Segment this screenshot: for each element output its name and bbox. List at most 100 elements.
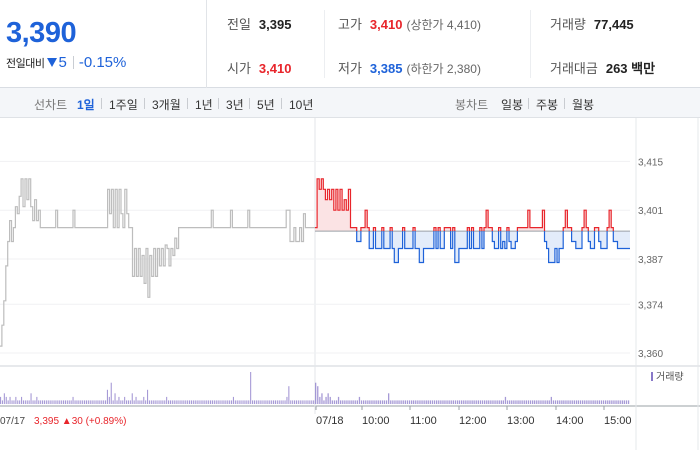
lower-limit: (하한가 2,380) — [406, 62, 481, 76]
volume-bar-prev — [145, 400, 147, 404]
volume-bar-prev — [162, 400, 164, 404]
volume-bar-prev — [17, 400, 19, 404]
volume-bar-prev — [85, 400, 87, 404]
volume-bar-prev — [13, 400, 15, 404]
volume-bar-prev — [294, 400, 296, 404]
volume-bar-prev — [253, 400, 255, 404]
volume-bar-prev — [232, 396, 234, 404]
volume-bar-today — [454, 400, 457, 404]
volume-bar-prev — [34, 400, 36, 404]
volume-bar-prev — [40, 400, 42, 404]
prev-day-summary: 3,395 ▲30 (+0.89%) — [34, 416, 126, 427]
today-area-up — [315, 178, 614, 232]
volume-bar-prev — [175, 400, 177, 404]
volume-bar-today — [331, 400, 333, 404]
y-tick-label: 3,374 — [638, 300, 663, 311]
volume-bar-today — [417, 400, 419, 404]
volume-bar-prev — [154, 400, 156, 404]
volume-bar-today — [559, 400, 561, 404]
toolbar-divider — [249, 98, 250, 109]
volume-bar-today — [450, 400, 452, 404]
volume-bar-today — [421, 400, 423, 404]
volume-bar-today — [532, 400, 534, 404]
volume-bar-today — [360, 400, 363, 404]
candle-daily-tab[interactable]: 일봉 — [501, 98, 524, 112]
volume-bar-prev — [173, 400, 175, 404]
stat-trade-amount: 거래대금 263 백만 — [550, 58, 655, 77]
volume-bar-prev — [64, 400, 66, 404]
volume-bar-today — [548, 400, 550, 404]
volume-bar-today — [588, 400, 590, 404]
volume-bar-prev — [229, 400, 231, 404]
volume-bar-prev — [295, 400, 297, 404]
volume-bar-prev — [112, 400, 114, 404]
candle-weekly-tab[interactable]: 주봉 — [536, 98, 559, 112]
volume-bar-prev — [274, 400, 276, 404]
volume-bar-today — [425, 400, 427, 404]
volume-bar-today — [392, 400, 394, 404]
volume-bar-today — [358, 396, 361, 404]
volume-bar-today — [461, 400, 463, 404]
volume-bar-prev — [9, 396, 11, 404]
volume-bar-prev — [116, 400, 118, 404]
period-1d-tab[interactable]: 1일 — [77, 98, 95, 112]
volume-bar-prev — [106, 389, 108, 404]
stat-low: 저가 3,385 (하한가 2,380) — [338, 58, 481, 77]
volume-bar-today — [369, 400, 371, 404]
volume-bar-today — [590, 400, 592, 404]
volume-bar-today — [390, 400, 392, 404]
volume-bar-prev — [141, 400, 143, 404]
volume-bar-today — [617, 400, 619, 404]
today-area-down — [315, 231, 630, 263]
volume-bar-prev — [87, 400, 89, 404]
volume-bar-today — [367, 400, 369, 404]
stat-label: 고가 — [338, 17, 362, 32]
period-1w-tab[interactable]: 1주일 — [109, 98, 138, 112]
volume-bar-today — [431, 400, 434, 404]
period-3m-tab[interactable]: 3개월 — [152, 98, 181, 112]
volume-bar-prev — [311, 400, 313, 404]
volume-bar-today — [592, 400, 594, 404]
volume-bar-prev — [267, 400, 269, 404]
volume-bar-prev — [127, 400, 129, 404]
volume-bar-today — [467, 400, 469, 404]
volume-bar-prev — [43, 400, 45, 404]
volume-bar-today — [335, 400, 338, 404]
volume-bar-prev — [185, 400, 187, 404]
chart-gridlines — [0, 118, 700, 450]
volume-bar-prev — [126, 400, 128, 404]
volume-bar-prev — [72, 396, 74, 404]
volume-bar-prev — [21, 396, 23, 404]
period-3y-tab[interactable]: 3년 — [226, 98, 244, 112]
volume-bar-prev — [5, 396, 7, 404]
period-5y-tab[interactable]: 5년 — [257, 98, 275, 112]
volume-bar-today — [594, 400, 596, 404]
period-10y-tab[interactable]: 10년 — [289, 98, 314, 112]
volume-bar-prev — [213, 400, 215, 404]
volume-bar-prev — [196, 400, 198, 404]
volume-bar-today — [615, 400, 617, 404]
volume-bar-prev — [164, 400, 166, 404]
volume-bar-prev — [273, 400, 275, 404]
volume-bar-prev — [30, 393, 32, 404]
volume-bar-prev — [135, 396, 137, 404]
volume-bar-today — [348, 400, 350, 404]
volume-legend: 거래량 — [651, 371, 684, 383]
volume-bar-prev — [110, 382, 112, 404]
candle-monthly-tab[interactable]: 월봉 — [572, 98, 595, 112]
stat-label: 거래대금 — [550, 61, 598, 76]
volume-bar-today — [325, 396, 327, 404]
stat-value: 3,385 — [369, 61, 403, 76]
volume-bar-prev — [89, 400, 91, 404]
volume-bar-prev — [82, 400, 84, 404]
volume-bar-prev — [91, 400, 93, 404]
y-axis: 3,415 3,401 3,387 3,374 3,360 — [638, 157, 663, 360]
volume-bar-prev — [166, 396, 168, 404]
volume-bar-today — [542, 400, 544, 404]
period-1y-tab[interactable]: 1년 — [195, 98, 213, 112]
volume-bar-today — [385, 400, 388, 404]
volume-bar-prev — [171, 400, 173, 404]
change-line: 전일대비 5 -0.15% — [6, 54, 126, 71]
volume-bar-today — [433, 400, 436, 404]
volume-bar-prev — [305, 400, 307, 404]
